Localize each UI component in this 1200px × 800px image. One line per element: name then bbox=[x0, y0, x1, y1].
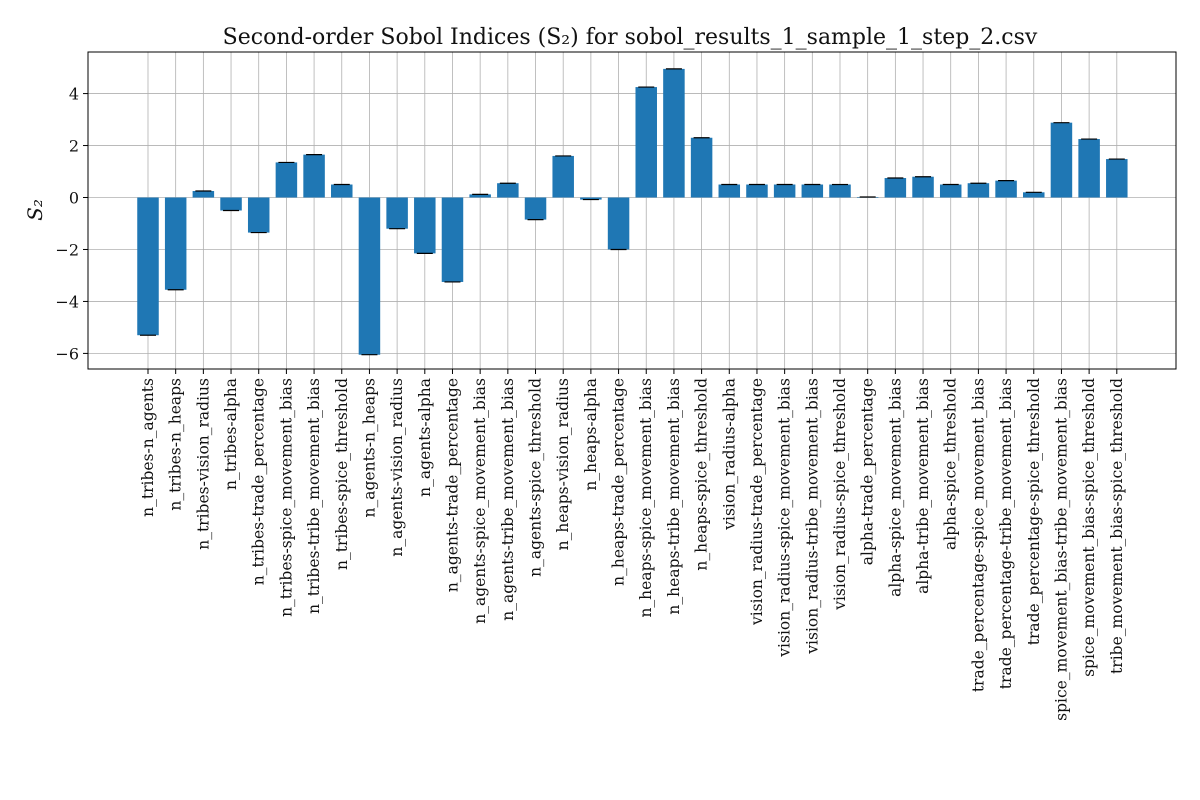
x-tick-label: alpha-spice_threshold bbox=[942, 378, 960, 550]
bar bbox=[192, 191, 215, 198]
bar bbox=[386, 197, 408, 229]
x-tick-label: vision_radius-spice_threshold bbox=[831, 378, 849, 611]
y-tick-label: 0 bbox=[69, 189, 79, 208]
x-tick-label: n_heaps-tribe_movement_bias bbox=[665, 378, 683, 615]
bar bbox=[414, 197, 436, 254]
bar bbox=[303, 154, 325, 198]
x-tick-label: tribe_movement_bias-spice_threshold bbox=[1108, 378, 1126, 674]
x-tick-label: n_agents-trade_percentage bbox=[443, 378, 461, 592]
x-tick-label: n_tribes-vision_radius bbox=[194, 378, 212, 550]
y-axis-ticks: −6 −4 −2 0 2 4 bbox=[55, 85, 88, 363]
bar bbox=[164, 197, 187, 290]
bar-series bbox=[137, 68, 1128, 355]
x-tick-label: alpha-tribe_movement_bias bbox=[914, 378, 932, 594]
y-tick-label: −6 bbox=[55, 344, 79, 363]
x-tick-label: n_tribes-spice_threshold bbox=[333, 378, 351, 570]
x-tick-label: n_tribes-spice_movement_bias bbox=[277, 378, 295, 617]
bar bbox=[690, 137, 713, 198]
chart-title: Second-order Sobol Indices (S₂) for sobo… bbox=[223, 25, 1038, 50]
x-tick-label: vision_radius-alpha bbox=[720, 378, 738, 531]
grid-lines bbox=[88, 52, 1176, 369]
x-tick-label: n_agents-vision_radius bbox=[388, 378, 406, 557]
x-tick-label: n_heaps-vision_radius bbox=[554, 378, 572, 550]
x-axis-ticks: n_tribes-n_agents n_tribes-n_heaps n_tribe… bbox=[139, 369, 1126, 721]
bar bbox=[746, 184, 768, 198]
plot-frame bbox=[87, 51, 1177, 370]
bar bbox=[275, 162, 298, 198]
bar bbox=[635, 87, 657, 198]
bar bbox=[663, 68, 685, 198]
x-tick-label: alpha-spice_movement_bias bbox=[886, 378, 904, 597]
bar bbox=[773, 184, 796, 198]
x-tick-label: n_heaps-spice_threshold bbox=[693, 378, 711, 571]
y-tick-label: 4 bbox=[69, 85, 79, 104]
bar bbox=[1023, 192, 1045, 198]
x-tick-label: n_heaps-trade_percentage bbox=[610, 378, 628, 586]
bar bbox=[497, 183, 519, 198]
x-tick-label: trade_percentage-tribe_movement_bias bbox=[997, 378, 1015, 689]
bar bbox=[884, 178, 907, 198]
bar bbox=[1078, 139, 1100, 198]
bar bbox=[331, 184, 353, 198]
x-tick-label: n_agents-spice_threshold bbox=[527, 378, 545, 577]
bar bbox=[912, 176, 934, 198]
x-tick-label: vision_radius-trade_percentage bbox=[748, 378, 766, 626]
bar bbox=[607, 197, 630, 250]
y-tick-label: −2 bbox=[55, 240, 79, 259]
x-tick-label: n_tribes-alpha bbox=[222, 378, 240, 490]
bar bbox=[967, 183, 990, 198]
x-tick-label: n_tribes-n_heaps bbox=[167, 378, 185, 511]
x-tick-label: spice_movement_bias-spice_threshold bbox=[1080, 378, 1098, 677]
bar bbox=[1050, 122, 1073, 198]
bar bbox=[1106, 159, 1128, 198]
error-caps bbox=[140, 68, 1125, 356]
bar bbox=[939, 184, 962, 198]
bar bbox=[552, 155, 574, 198]
x-tick-label: n_agents-alpha bbox=[416, 378, 434, 497]
bar bbox=[718, 184, 741, 198]
x-tick-label: n_heaps-alpha bbox=[582, 378, 600, 491]
bar bbox=[524, 197, 547, 220]
bar bbox=[137, 197, 159, 336]
bar bbox=[469, 194, 491, 198]
y-axis-label: S₂ bbox=[23, 199, 47, 221]
x-tick-label: n_tribes-trade_percentage bbox=[250, 378, 268, 585]
x-tick-label: n_agents-spice_movement_bias bbox=[471, 378, 489, 624]
bar bbox=[358, 197, 381, 355]
bar bbox=[829, 184, 851, 198]
x-tick-label: n_heaps-spice_movement_bias bbox=[637, 378, 655, 618]
y-tick-label: −4 bbox=[55, 292, 79, 311]
y-tick-label: 2 bbox=[69, 137, 79, 156]
bar bbox=[995, 180, 1017, 198]
x-tick-label: vision_radius-spice_movement_bias bbox=[776, 378, 794, 658]
x-tick-label: n_tribes-tribe_movement_bias bbox=[305, 378, 323, 614]
bar bbox=[220, 197, 242, 211]
x-tick-label: trade_percentage-spice_threshold bbox=[1025, 378, 1043, 645]
x-tick-label: vision_radius-tribe_movement_bias bbox=[803, 378, 821, 655]
bar bbox=[580, 197, 602, 200]
x-tick-label: alpha-trade_percentage bbox=[859, 378, 877, 565]
bar bbox=[247, 197, 270, 233]
bar bbox=[801, 184, 824, 198]
x-tick-label: spice_movement_bias-tribe_movement_bias bbox=[1052, 378, 1070, 721]
x-tick-label: trade_percentage-spice_movement_bias bbox=[969, 378, 987, 692]
bar bbox=[441, 197, 464, 282]
x-tick-label: n_agents-tribe_movement_bias bbox=[499, 378, 517, 621]
x-tick-label: n_agents-n_heaps bbox=[360, 378, 378, 518]
x-tick-label: n_tribes-n_agents bbox=[139, 378, 157, 517]
